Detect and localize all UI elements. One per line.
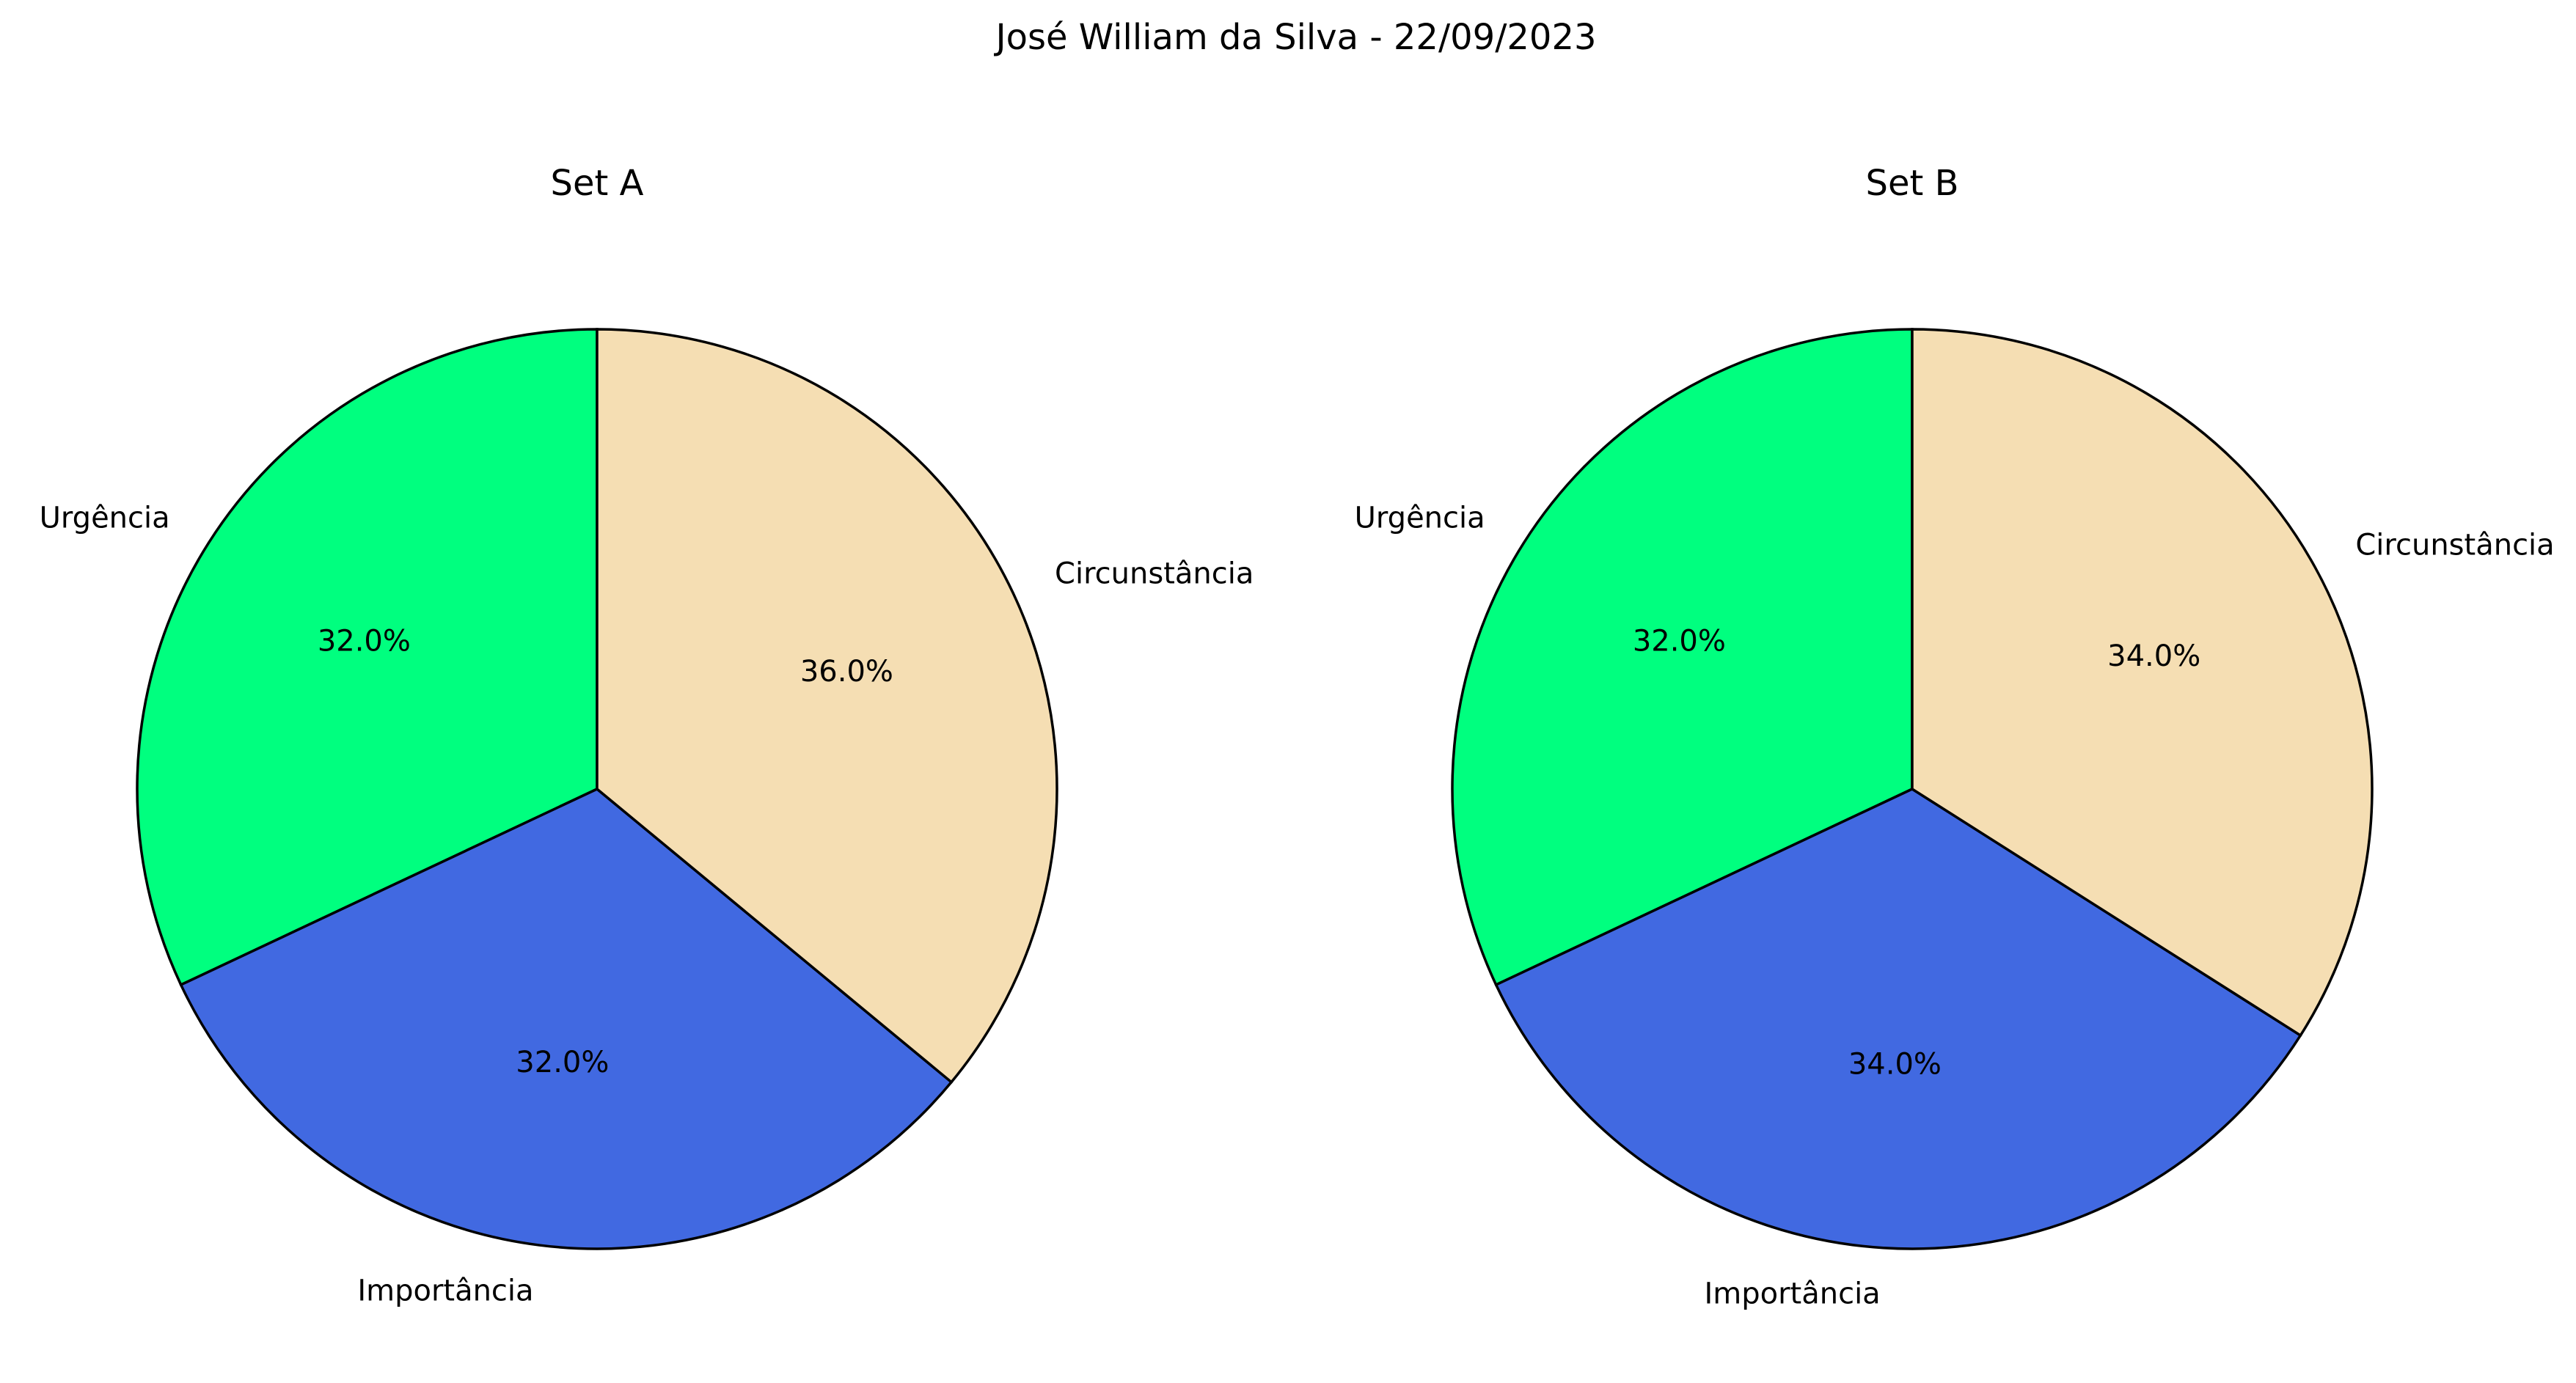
pie-labels: Urgência 32.0% Importância 32.0% Circunstânc… (40, 501, 1254, 1307)
chart-title: Set B (1865, 163, 1958, 204)
pie-chart-set-b: Set B Urgência 32.0% Importância 34.0% Circu… (1355, 163, 2555, 1310)
slice-label-circunstancia: Circunstância (2355, 529, 2554, 562)
slice-label-importancia: Importância (1704, 1277, 1880, 1310)
pie-slice-importancia (179, 787, 954, 1250)
slice-label-importancia: Importância (357, 1274, 533, 1307)
slice-percent-circunstancia: 34.0% (2107, 639, 2200, 673)
slice-percent-urgencia: 32.0% (1633, 624, 1726, 658)
pie-chart-set-a: Set A Urgência 32.0% Importância 32.0% Circu… (40, 163, 1254, 1307)
pie-labels: Urgência 32.0% Importância 34.0% Circunstânc… (1355, 501, 2555, 1310)
figure-title: José William da Silva - 22/09/2023 (993, 17, 1596, 58)
slice-percent-urgencia: 32.0% (318, 624, 411, 658)
pie-wedges (1451, 328, 2374, 1250)
pie-slice-urgencia (136, 328, 599, 987)
pie-slice-importancia (1494, 788, 2302, 1250)
pie-wedges (136, 328, 1058, 1250)
pie-slice-urgencia (1451, 328, 1914, 987)
slice-label-urgencia: Urgência (1355, 501, 1485, 535)
slice-percent-importancia: 32.0% (516, 1046, 609, 1079)
slice-label-circunstancia: Circunstância (1055, 557, 1254, 590)
slice-percent-circunstancia: 36.0% (800, 655, 893, 689)
slice-label-urgencia: Urgência (40, 501, 170, 535)
chart-title: Set A (551, 163, 644, 204)
pie-slice-circunstancia (1911, 328, 2374, 1038)
slice-percent-importancia: 34.0% (1848, 1047, 1942, 1081)
pie-slice-circunstancia (596, 328, 1058, 1085)
